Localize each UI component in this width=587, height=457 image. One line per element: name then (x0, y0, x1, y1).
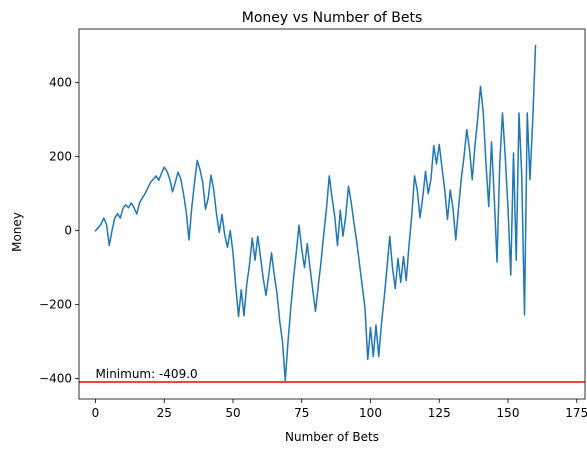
y-axis-label: Money (10, 212, 24, 252)
x-tick-label: 75 (294, 406, 309, 420)
axes-frame (78, 28, 586, 400)
x-tick-label: 100 (359, 406, 382, 420)
y-tick-label: −400 (39, 372, 72, 386)
x-tick-label: 175 (565, 406, 587, 420)
y-tick-label: −200 (39, 298, 72, 312)
x-tick-label: 25 (157, 406, 172, 420)
y-tick-label: 400 (49, 76, 72, 90)
x-tick-label: 0 (92, 406, 100, 420)
plot-area: Minimum: -409.0 0 25 50 75 100 125 150 175 −400 −2… (39, 28, 587, 420)
x-tick-label: 50 (225, 406, 240, 420)
y-tick-label: 0 (64, 224, 72, 238)
series-line-0 (94, 44, 537, 382)
x-tick-label: 150 (497, 406, 520, 420)
minimum-annotation: Minimum: -409.0 (96, 367, 198, 381)
x-axis-label: Number of Bets (285, 430, 379, 444)
y-tick-label: 200 (49, 150, 72, 164)
x-tick-label: 125 (428, 406, 451, 420)
chart-title: Money vs Number of Bets (242, 10, 423, 26)
